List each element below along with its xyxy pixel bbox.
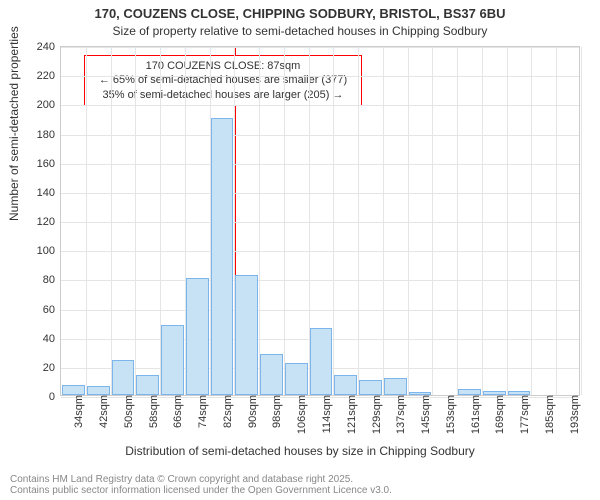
gridline-h <box>61 280 579 281</box>
gridline-h <box>61 193 579 194</box>
y-tick-label: 220 <box>37 70 61 82</box>
annotation-box: 170 COUZENS CLOSE: 87sqm← 65% of semi-de… <box>84 55 362 106</box>
gridline-h <box>61 135 579 136</box>
x-tick-label: 106sqm <box>292 395 308 434</box>
bar <box>384 378 407 396</box>
y-tick-label: 180 <box>37 129 61 141</box>
x-tick-label: 169sqm <box>490 395 506 434</box>
bar <box>260 354 283 395</box>
annotation-line: 35% of semi-detached houses are larger (… <box>91 88 355 102</box>
gridline-v <box>135 47 136 395</box>
y-tick-label: 60 <box>43 304 61 316</box>
x-tick-label: 137sqm <box>391 395 407 434</box>
gridline-v <box>408 47 409 395</box>
chart-container: 170, COUZENS CLOSE, CHIPPING SODBURY, BR… <box>0 0 600 500</box>
bar <box>334 375 357 395</box>
x-tick-label: 121sqm <box>342 395 358 434</box>
chart-title: 170, COUZENS CLOSE, CHIPPING SODBURY, BR… <box>0 6 600 21</box>
y-tick-label: 20 <box>43 362 61 374</box>
x-tick-label: 34sqm <box>69 395 85 428</box>
y-tick-label: 100 <box>37 245 61 257</box>
gridline-h <box>61 251 579 252</box>
x-tick-label: 153sqm <box>441 395 457 434</box>
gridline-h <box>61 164 579 165</box>
gridline-v <box>284 47 285 395</box>
bar <box>161 325 184 395</box>
gridline-v <box>432 47 433 395</box>
footer-line-2: Contains public sector information licen… <box>10 485 392 496</box>
x-tick-label: 66sqm <box>168 395 184 428</box>
gridline-v <box>111 47 112 395</box>
x-tick-label: 82sqm <box>218 395 234 428</box>
footer-attribution: Contains HM Land Registry data © Crown c… <box>10 474 392 496</box>
gridline-v <box>383 47 384 395</box>
bar <box>186 278 209 395</box>
gridline-h <box>61 222 579 223</box>
bar <box>310 328 333 395</box>
x-tick-label: 129sqm <box>367 395 383 434</box>
y-tick-label: 140 <box>37 187 61 199</box>
gridline-v <box>86 47 87 395</box>
x-tick-label: 185sqm <box>540 395 556 434</box>
footer-line-1: Contains HM Land Registry data © Crown c… <box>10 474 392 485</box>
bar <box>211 118 234 395</box>
x-tick-label: 50sqm <box>119 395 135 428</box>
gridline-h <box>61 310 579 311</box>
x-tick-label: 90sqm <box>243 395 259 428</box>
chart-subtitle: Size of property relative to semi-detach… <box>0 24 600 38</box>
gridline-v <box>556 47 557 395</box>
gridline-h <box>61 47 579 48</box>
x-tick-label: 42sqm <box>94 395 110 428</box>
gridline-v <box>531 47 532 395</box>
x-tick-label: 114sqm <box>317 395 333 433</box>
y-axis-label: Number of semi-detached properties <box>7 26 21 221</box>
x-tick-label: 58sqm <box>144 395 160 428</box>
y-tick-label: 0 <box>49 391 61 403</box>
x-tick-label: 145sqm <box>416 395 432 434</box>
y-tick-label: 240 <box>37 41 61 53</box>
x-axis-label: Distribution of semi-detached houses by … <box>0 444 600 458</box>
y-tick-label: 200 <box>37 99 61 111</box>
y-tick-label: 120 <box>37 216 61 228</box>
gridline-v <box>482 47 483 395</box>
gridline-v <box>457 47 458 395</box>
gridline-v <box>333 47 334 395</box>
y-tick-label: 160 <box>37 158 61 170</box>
x-tick-label: 161sqm <box>466 395 482 434</box>
bar <box>285 363 308 395</box>
gridline-h <box>61 105 579 106</box>
plot-area: 170 COUZENS CLOSE: 87sqm← 65% of semi-de… <box>60 46 580 396</box>
x-tick-label: 74sqm <box>193 395 209 428</box>
bar <box>136 375 159 395</box>
bar <box>359 380 382 395</box>
bar <box>112 360 135 395</box>
bar <box>62 385 85 395</box>
x-tick-label: 177sqm <box>515 395 531 434</box>
gridline-v <box>507 47 508 395</box>
gridline-v <box>358 47 359 395</box>
y-tick-label: 40 <box>43 333 61 345</box>
bar <box>87 386 110 395</box>
x-tick-label: 193sqm <box>565 395 581 434</box>
gridline-h <box>61 76 579 77</box>
y-tick-label: 80 <box>43 274 61 286</box>
x-tick-label: 98sqm <box>267 395 283 428</box>
gridline-v <box>581 47 582 395</box>
annotation-line: 170 COUZENS CLOSE: 87sqm <box>91 59 355 73</box>
gridline-v <box>259 47 260 395</box>
bar <box>235 275 258 395</box>
